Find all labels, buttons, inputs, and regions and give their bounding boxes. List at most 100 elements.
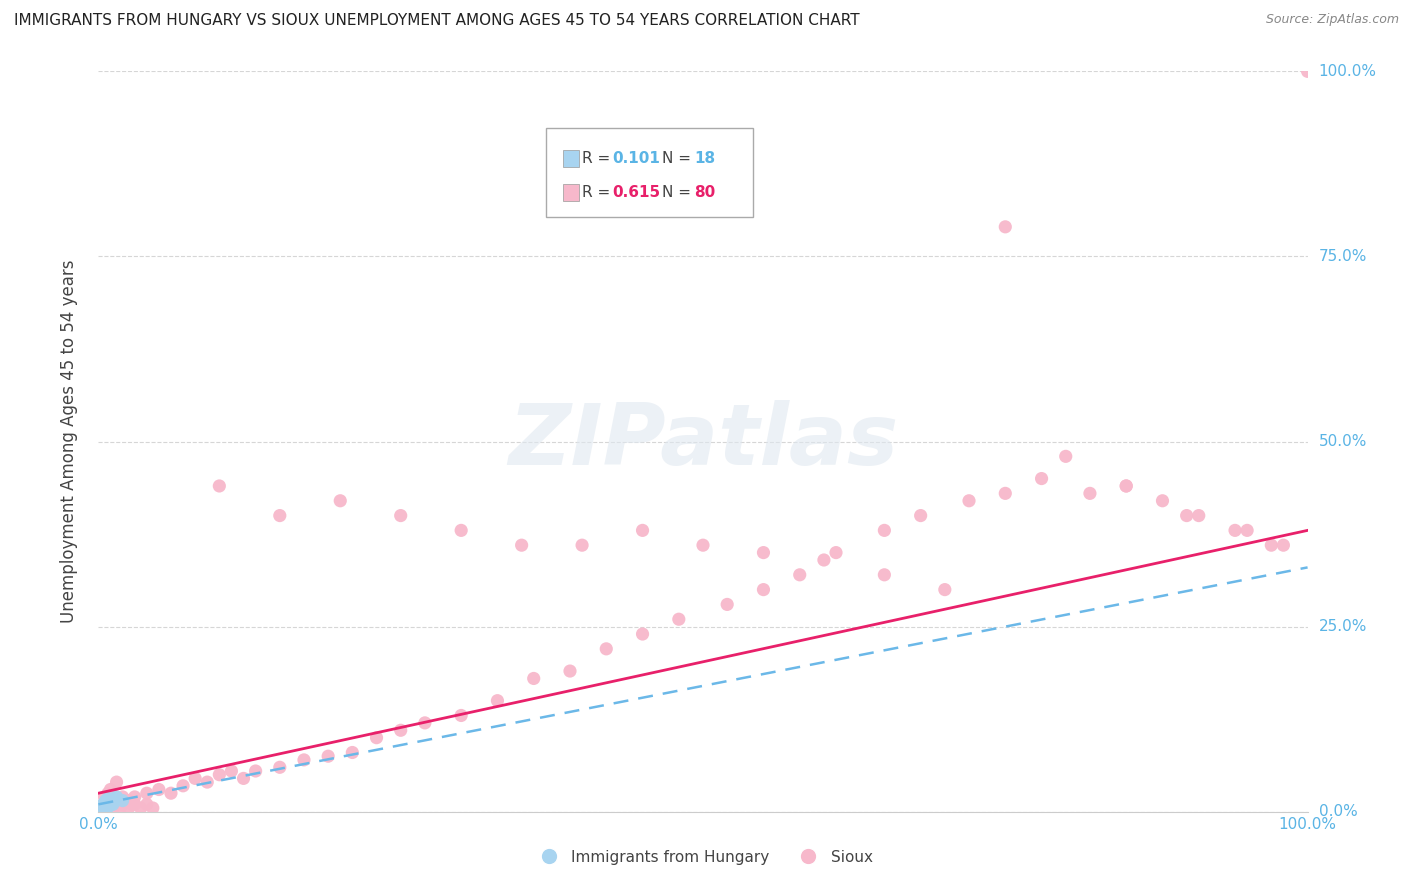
Point: [108, 801, 131, 815]
Point: [105, 797, 128, 812]
Point: [1115, 479, 1137, 493]
Text: ZIPatlas: ZIPatlas: [508, 400, 898, 483]
Point: [1223, 524, 1246, 538]
Point: [389, 723, 412, 738]
Point: [93, 796, 115, 810]
Text: 18: 18: [695, 151, 716, 166]
Point: [94, 794, 117, 808]
Point: [413, 715, 436, 730]
Point: [668, 612, 690, 626]
Point: [101, 801, 124, 815]
Point: [93, 801, 115, 815]
Point: [93, 801, 115, 815]
Point: [389, 508, 412, 523]
Text: N =: N =: [662, 186, 696, 201]
Point: [208, 767, 231, 781]
Text: 50.0%: 50.0%: [1319, 434, 1367, 449]
Point: [135, 786, 157, 800]
Point: [450, 524, 472, 538]
Point: [160, 786, 183, 800]
Point: [316, 749, 339, 764]
Text: Source: ZipAtlas.com: Source: ZipAtlas.com: [1265, 13, 1399, 27]
Point: [342, 746, 364, 760]
Point: [100, 794, 122, 808]
Point: [994, 486, 1017, 500]
Point: [269, 760, 291, 774]
Point: [1175, 508, 1198, 523]
Point: [124, 797, 146, 812]
Point: [1260, 538, 1282, 552]
Point: [1296, 64, 1319, 78]
Text: 0.615: 0.615: [613, 186, 661, 201]
Point: [97, 791, 120, 805]
Point: [910, 508, 932, 523]
Point: [90, 801, 112, 815]
Text: 0.101: 0.101: [613, 151, 661, 166]
Point: [118, 794, 141, 808]
Point: [873, 567, 896, 582]
Text: R =: R =: [582, 151, 614, 166]
Point: [103, 791, 125, 805]
Point: [789, 567, 811, 582]
Point: [105, 789, 128, 804]
Point: [124, 789, 146, 804]
Text: R =: R =: [582, 186, 614, 201]
Point: [221, 764, 243, 778]
Point: [329, 493, 352, 508]
Point: [692, 538, 714, 552]
Point: [100, 782, 122, 797]
Point: [1054, 450, 1077, 464]
Point: [96, 801, 118, 815]
Point: [366, 731, 388, 745]
Point: [129, 801, 152, 815]
Y-axis label: Unemployment Among Ages 45 to 54 years: Unemployment Among Ages 45 to 54 years: [59, 260, 77, 624]
Point: [813, 553, 835, 567]
Point: [97, 797, 120, 812]
Point: [118, 801, 141, 815]
Point: [172, 779, 194, 793]
Text: 25.0%: 25.0%: [1319, 619, 1367, 634]
Point: [148, 782, 170, 797]
Point: [957, 493, 980, 508]
Point: [111, 789, 134, 804]
Point: [100, 794, 122, 808]
Point: [114, 794, 136, 808]
Point: [752, 546, 775, 560]
Point: [1078, 486, 1101, 500]
Text: 100.0%: 100.0%: [1319, 64, 1376, 78]
Point: [595, 641, 617, 656]
Point: [631, 627, 654, 641]
Point: [105, 775, 128, 789]
Point: [142, 801, 165, 815]
Point: [825, 546, 848, 560]
Point: [450, 708, 472, 723]
Point: [631, 524, 654, 538]
Point: [232, 772, 254, 786]
Point: [523, 672, 546, 686]
Point: [752, 582, 775, 597]
Point: [1115, 479, 1137, 493]
Point: [934, 582, 956, 597]
Point: [1188, 508, 1211, 523]
Point: [98, 798, 121, 813]
Point: [184, 772, 207, 786]
Point: [135, 797, 157, 812]
Point: [91, 797, 114, 812]
Point: [1236, 524, 1258, 538]
Point: [510, 538, 533, 552]
Point: [716, 598, 738, 612]
Point: [100, 796, 122, 810]
Point: [91, 798, 114, 813]
Point: [245, 764, 267, 778]
Point: [269, 508, 291, 523]
Text: 0.0%: 0.0%: [1319, 805, 1357, 819]
Point: [96, 797, 118, 812]
Point: [94, 798, 117, 813]
Legend: Immigrants from Hungary, Sioux: Immigrants from Hungary, Sioux: [527, 844, 879, 871]
Point: [121, 797, 143, 812]
Point: [1031, 471, 1053, 485]
Point: [101, 797, 124, 812]
Point: [97, 786, 120, 800]
Text: 80: 80: [695, 186, 716, 201]
Point: [292, 753, 315, 767]
